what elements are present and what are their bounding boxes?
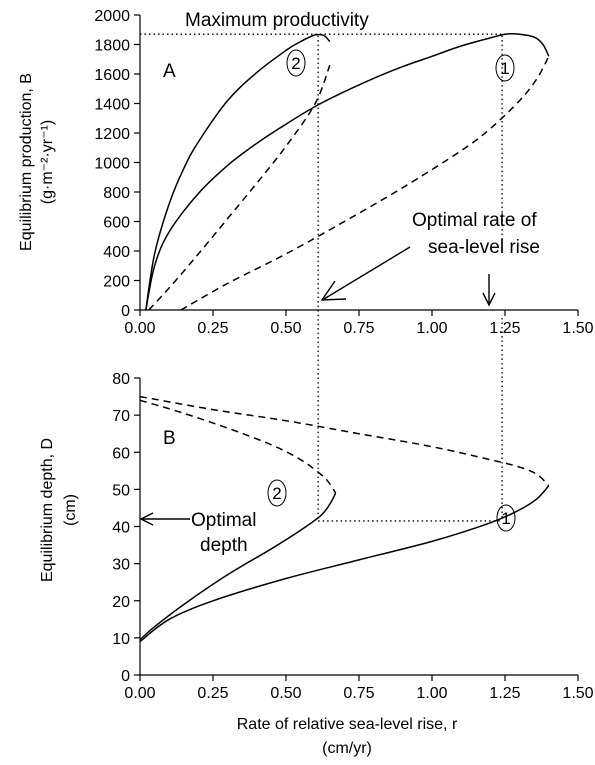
panel-a-x-tick-label: 0.75 <box>343 320 374 337</box>
panel-b-x-tick-label: 0.25 <box>197 685 228 702</box>
panel-b-labels: 0.00 0.25 0.50 0.75 1.00 1.25 1.50 0 10 20 30 40 50 6… <box>112 371 593 702</box>
panel-b-series-1-solid-line <box>139 485 550 643</box>
optimal-rate-arrow-down <box>482 274 496 307</box>
panel-b-x-tick-label: 0.75 <box>343 685 374 702</box>
panel-b-y-tick-label: 30 <box>112 557 130 574</box>
panel-b-y-tick-label: 20 <box>112 594 130 611</box>
panel-a-y-tick-label: 1200 <box>94 126 130 143</box>
panel-a-axes <box>139 15 578 311</box>
panel-b-y-tick-label: 40 <box>112 520 130 537</box>
svg-text:2: 2 <box>291 54 300 73</box>
svg-text:2: 2 <box>272 484 281 503</box>
curve-label-2-panel-b: 2 <box>267 479 287 507</box>
panel-a-series <box>145 33 550 311</box>
panel-a-series-1-dashed-line <box>180 55 550 311</box>
curve-label-1-panel-a: 1 <box>495 54 515 82</box>
panel-a-x-tick-label: 1.00 <box>416 320 447 337</box>
panel-b-series <box>139 395 550 643</box>
panel-a-letter: A <box>163 61 176 82</box>
optimal-rate-arrow-left <box>320 246 411 301</box>
panel-b-y-tick-label: 10 <box>112 631 130 648</box>
max-productivity-annotation: Maximum productivity <box>185 10 369 31</box>
curve-label-2-panel-a: 2 <box>286 49 306 77</box>
panel-a-y-tick-label: 1400 <box>94 97 130 114</box>
optimal-rate-annotation-line2: sea-level rise <box>428 237 540 258</box>
panel-a-ylabel: Equilibrium production, B <box>18 73 35 251</box>
panel-a-labels: 0.00 0.25 0.50 0.75 1.00 1.25 1.50 0 200 400 600 80… <box>94 8 593 337</box>
panel-a: 0.00 0.25 0.50 0.75 1.00 1.25 1.50 0 200 400 600 80… <box>18 8 594 520</box>
optimal-depth-annotation-line2: depth <box>200 535 248 556</box>
curve-label-1-panel-b: 1 <box>496 504 516 532</box>
panel-b-xlabel: Rate of relative sea-level rise, r <box>237 716 458 733</box>
optimal-rate-annotation-line1: Optimal rate of <box>412 210 537 231</box>
panel-a-y-tick-label: 2000 <box>94 8 130 25</box>
panel-a-y-tick-label: 800 <box>103 185 130 202</box>
optimal-depth-arrow <box>139 512 190 526</box>
panel-b-y-tick-label: 0 <box>121 668 130 685</box>
panel-b-series-2-dashed-line <box>139 399 337 494</box>
panel-a-ylabel-units: (g·m⁻²·yr⁻¹) <box>39 120 56 204</box>
panel-b-x-tick-label: 1.50 <box>562 685 593 702</box>
panel-b-ylabel-units: (cm) <box>62 494 79 526</box>
panel-a-ticks <box>134 14 579 316</box>
panel-b-letter: B <box>163 428 176 449</box>
panel-a-x-tick-label: 0.25 <box>197 320 228 337</box>
panel-b-y-tick-label: 50 <box>112 482 130 499</box>
panel-b-x-tick-label: 0.50 <box>270 685 301 702</box>
panel-a-y-tick-label: 1000 <box>94 156 130 173</box>
panel-b-series-1-dashed-line <box>139 395 550 487</box>
panel-b-ylabel: Equilibrium depth, D <box>39 438 56 582</box>
panel-a-y-tick-label: 400 <box>103 244 130 261</box>
panel-a-x-tick-label: 1.25 <box>489 320 520 337</box>
svg-text:1: 1 <box>500 59 509 78</box>
panel-b-y-tick-label: 70 <box>112 408 130 425</box>
panel-b-y-tick-label: 60 <box>112 445 130 462</box>
panel-a-reference-lines <box>140 33 508 520</box>
panel-b-x-tick-label: 1.00 <box>416 685 447 702</box>
panel-a-y-tick-label: 1600 <box>94 67 130 84</box>
panel-a-x-tick-label: 1.50 <box>562 320 593 337</box>
panel-a-y-tick-label: 200 <box>103 274 130 291</box>
panel-a-series-1-solid-line <box>145 33 550 311</box>
panel-b-x-tick-label: 1.25 <box>489 685 520 702</box>
panel-b-x-tick-label: 0.00 <box>124 685 155 702</box>
panel-a-x-tick-label: 0.50 <box>270 320 301 337</box>
panel-b-y-tick-label: 80 <box>112 371 130 388</box>
optimal-depth-annotation-line1: Optimal <box>191 510 256 531</box>
panel-b-xlabel-units: (cm/yr) <box>322 740 372 757</box>
panel-b: 0.00 0.25 0.50 0.75 1.00 1.25 1.50 0 10 20 30 40 50 6… <box>39 371 594 757</box>
panel-a-y-tick-label: 600 <box>103 215 130 232</box>
panel-a-y-tick-label: 1800 <box>94 38 130 55</box>
panel-a-series-2-solid-line <box>145 33 331 311</box>
svg-text:1: 1 <box>501 509 510 528</box>
panel-a-x-tick-label: 0.00 <box>124 320 155 337</box>
panel-b-ticks <box>134 377 579 681</box>
panel-b-series-2-solid-line <box>139 492 337 641</box>
panel-a-y-tick-label: 0 <box>121 303 130 320</box>
